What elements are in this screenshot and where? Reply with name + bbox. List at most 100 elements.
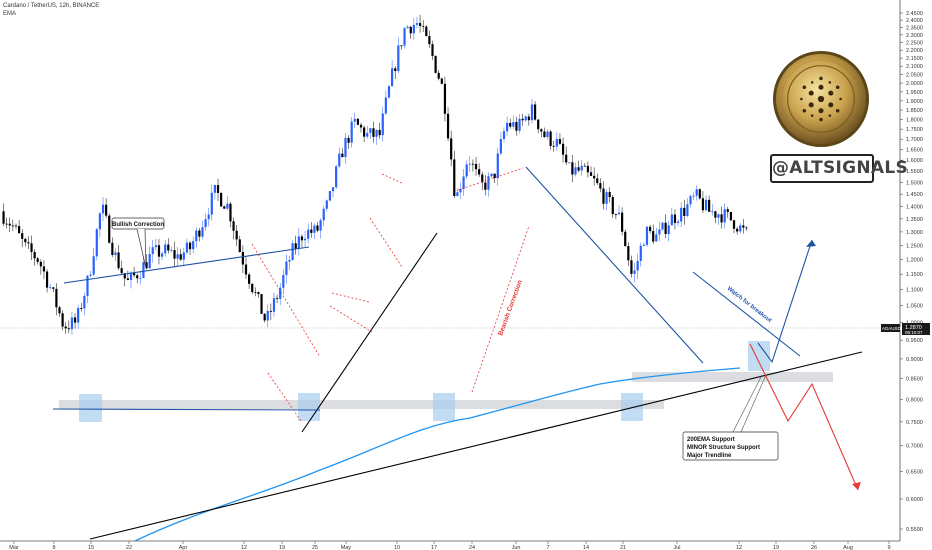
bear-candle [105,204,108,216]
bull-candle [568,162,571,164]
bull-candle [686,204,689,216]
bear-candle [257,292,260,295]
y-tick-label: 2.2500 [906,40,923,46]
bullish-scenario-path[interactable] [757,239,813,364]
bear-candle [589,172,593,176]
bull-candle [95,229,98,257]
bearish-arrowhead [852,482,861,490]
x-tick-label: 8 [52,545,55,550]
bear-candle [145,262,148,269]
bull-candle [518,118,521,131]
support-callout-line-3: Major Trendline [687,453,732,459]
bull-candle [496,153,499,179]
price-tag-value: 1.2870 [905,325,922,331]
x-tick-label: Jul [673,545,680,550]
highlight-box-jun [621,393,643,421]
bull-candle [226,203,229,209]
y-tick-label: 0.7000 [906,444,923,450]
x-tick-label: 9 [887,545,890,550]
bear-candle [27,242,30,244]
y-tick-label: 1.1000 [906,288,923,294]
y-tick-label: 1.9500 [906,90,923,96]
bull-candle [279,287,282,299]
bear-candle [698,189,701,199]
bullish-correction-callout[interactable]: Bullish Correction [111,217,165,269]
major-trendline[interactable] [89,351,863,540]
bear-candle [52,287,55,289]
bear-candle [543,131,546,138]
bullish-correction-top-line[interactable] [63,246,310,284]
bull-candle [512,122,515,127]
bull-candle [70,317,74,330]
bull-candle [645,226,649,245]
bear-candle [136,275,139,279]
bull-candle [456,192,459,196]
bull-candle [617,212,621,215]
bull-candle [397,45,400,71]
bull-candle [182,252,185,260]
bull-candle [201,227,204,237]
bear-candle [2,211,5,224]
bear-candle [478,169,481,175]
bear-candle [443,83,447,114]
bear-candle [481,174,484,183]
bear-candle [198,230,201,237]
y-tick-label: 0.8500 [906,377,923,383]
bull-candle [313,225,316,233]
bull-candle [369,128,372,133]
bull-candle [717,214,720,218]
bear-candle [418,23,422,26]
bear-candle [708,199,711,212]
bear-candle [67,328,70,330]
bear-candle [123,273,126,279]
y-tick-label: 0.8000 [906,398,923,404]
cardano-coin-icon [772,50,870,148]
bearish-scenario-path[interactable] [749,343,859,491]
bull-candle [468,163,471,165]
bear-candle [229,203,232,222]
bull-candle [499,139,502,154]
bear-candle [33,252,36,259]
bear-candle [561,143,565,155]
bear-candle [232,221,235,231]
bull-candle [331,187,335,192]
bull-candle [353,118,356,122]
support-line-left[interactable] [52,408,321,411]
descending-trendline-jun[interactable] [525,166,704,364]
bear-candle [39,261,42,267]
bull-candle [580,165,583,171]
bull-candle [487,176,490,190]
bear-candle [42,266,46,272]
bear-candle [14,225,18,227]
bear-candle [73,317,77,323]
x-tick-label: 14 [583,545,589,550]
bear-candle [683,207,686,216]
bear-candle [565,154,568,163]
y-tick-label: 2.1500 [906,56,923,62]
bull-candle [658,229,661,235]
bear-candle [111,242,114,255]
x-tick-label: Aug [843,545,853,550]
bull-candle [285,261,288,275]
bull-candle [170,250,173,251]
y-tick-label: 1.4500 [906,192,923,198]
bear-candle [422,25,425,27]
bear-candle [732,220,736,229]
descending-trendline-jul[interactable] [692,271,801,357]
impulse-trendline[interactable] [301,232,438,433]
bull-candle [546,131,549,138]
bull-candle [266,310,269,321]
bull-candle [328,191,332,201]
y-tick-label: 1.1500 [906,272,923,278]
bear-candle [24,238,27,243]
x-tick-label: 15 [88,545,94,550]
bullish-arrowhead [806,240,816,247]
support-callout[interactable]: 200EMA Support MINOR Structure Support M… [682,374,779,461]
bear-candle [36,258,39,262]
support-callout-line-2: MINOR Structure Support [687,445,760,451]
highlight-box-jul [748,341,770,371]
bear-candle [537,119,540,130]
bear-candle [515,122,518,131]
bull-candle [381,113,384,136]
